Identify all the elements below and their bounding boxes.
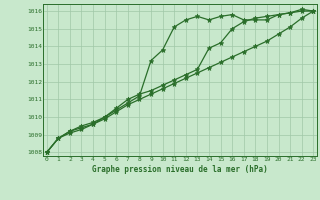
X-axis label: Graphe pression niveau de la mer (hPa): Graphe pression niveau de la mer (hPa) bbox=[92, 165, 268, 174]
